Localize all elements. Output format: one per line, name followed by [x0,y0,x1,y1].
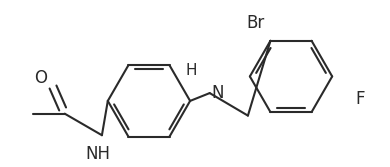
Text: NH: NH [85,145,110,163]
Text: Br: Br [246,14,264,32]
Text: N: N [212,84,224,102]
Text: F: F [356,90,365,108]
Text: H: H [186,63,197,78]
Text: O: O [34,69,47,87]
